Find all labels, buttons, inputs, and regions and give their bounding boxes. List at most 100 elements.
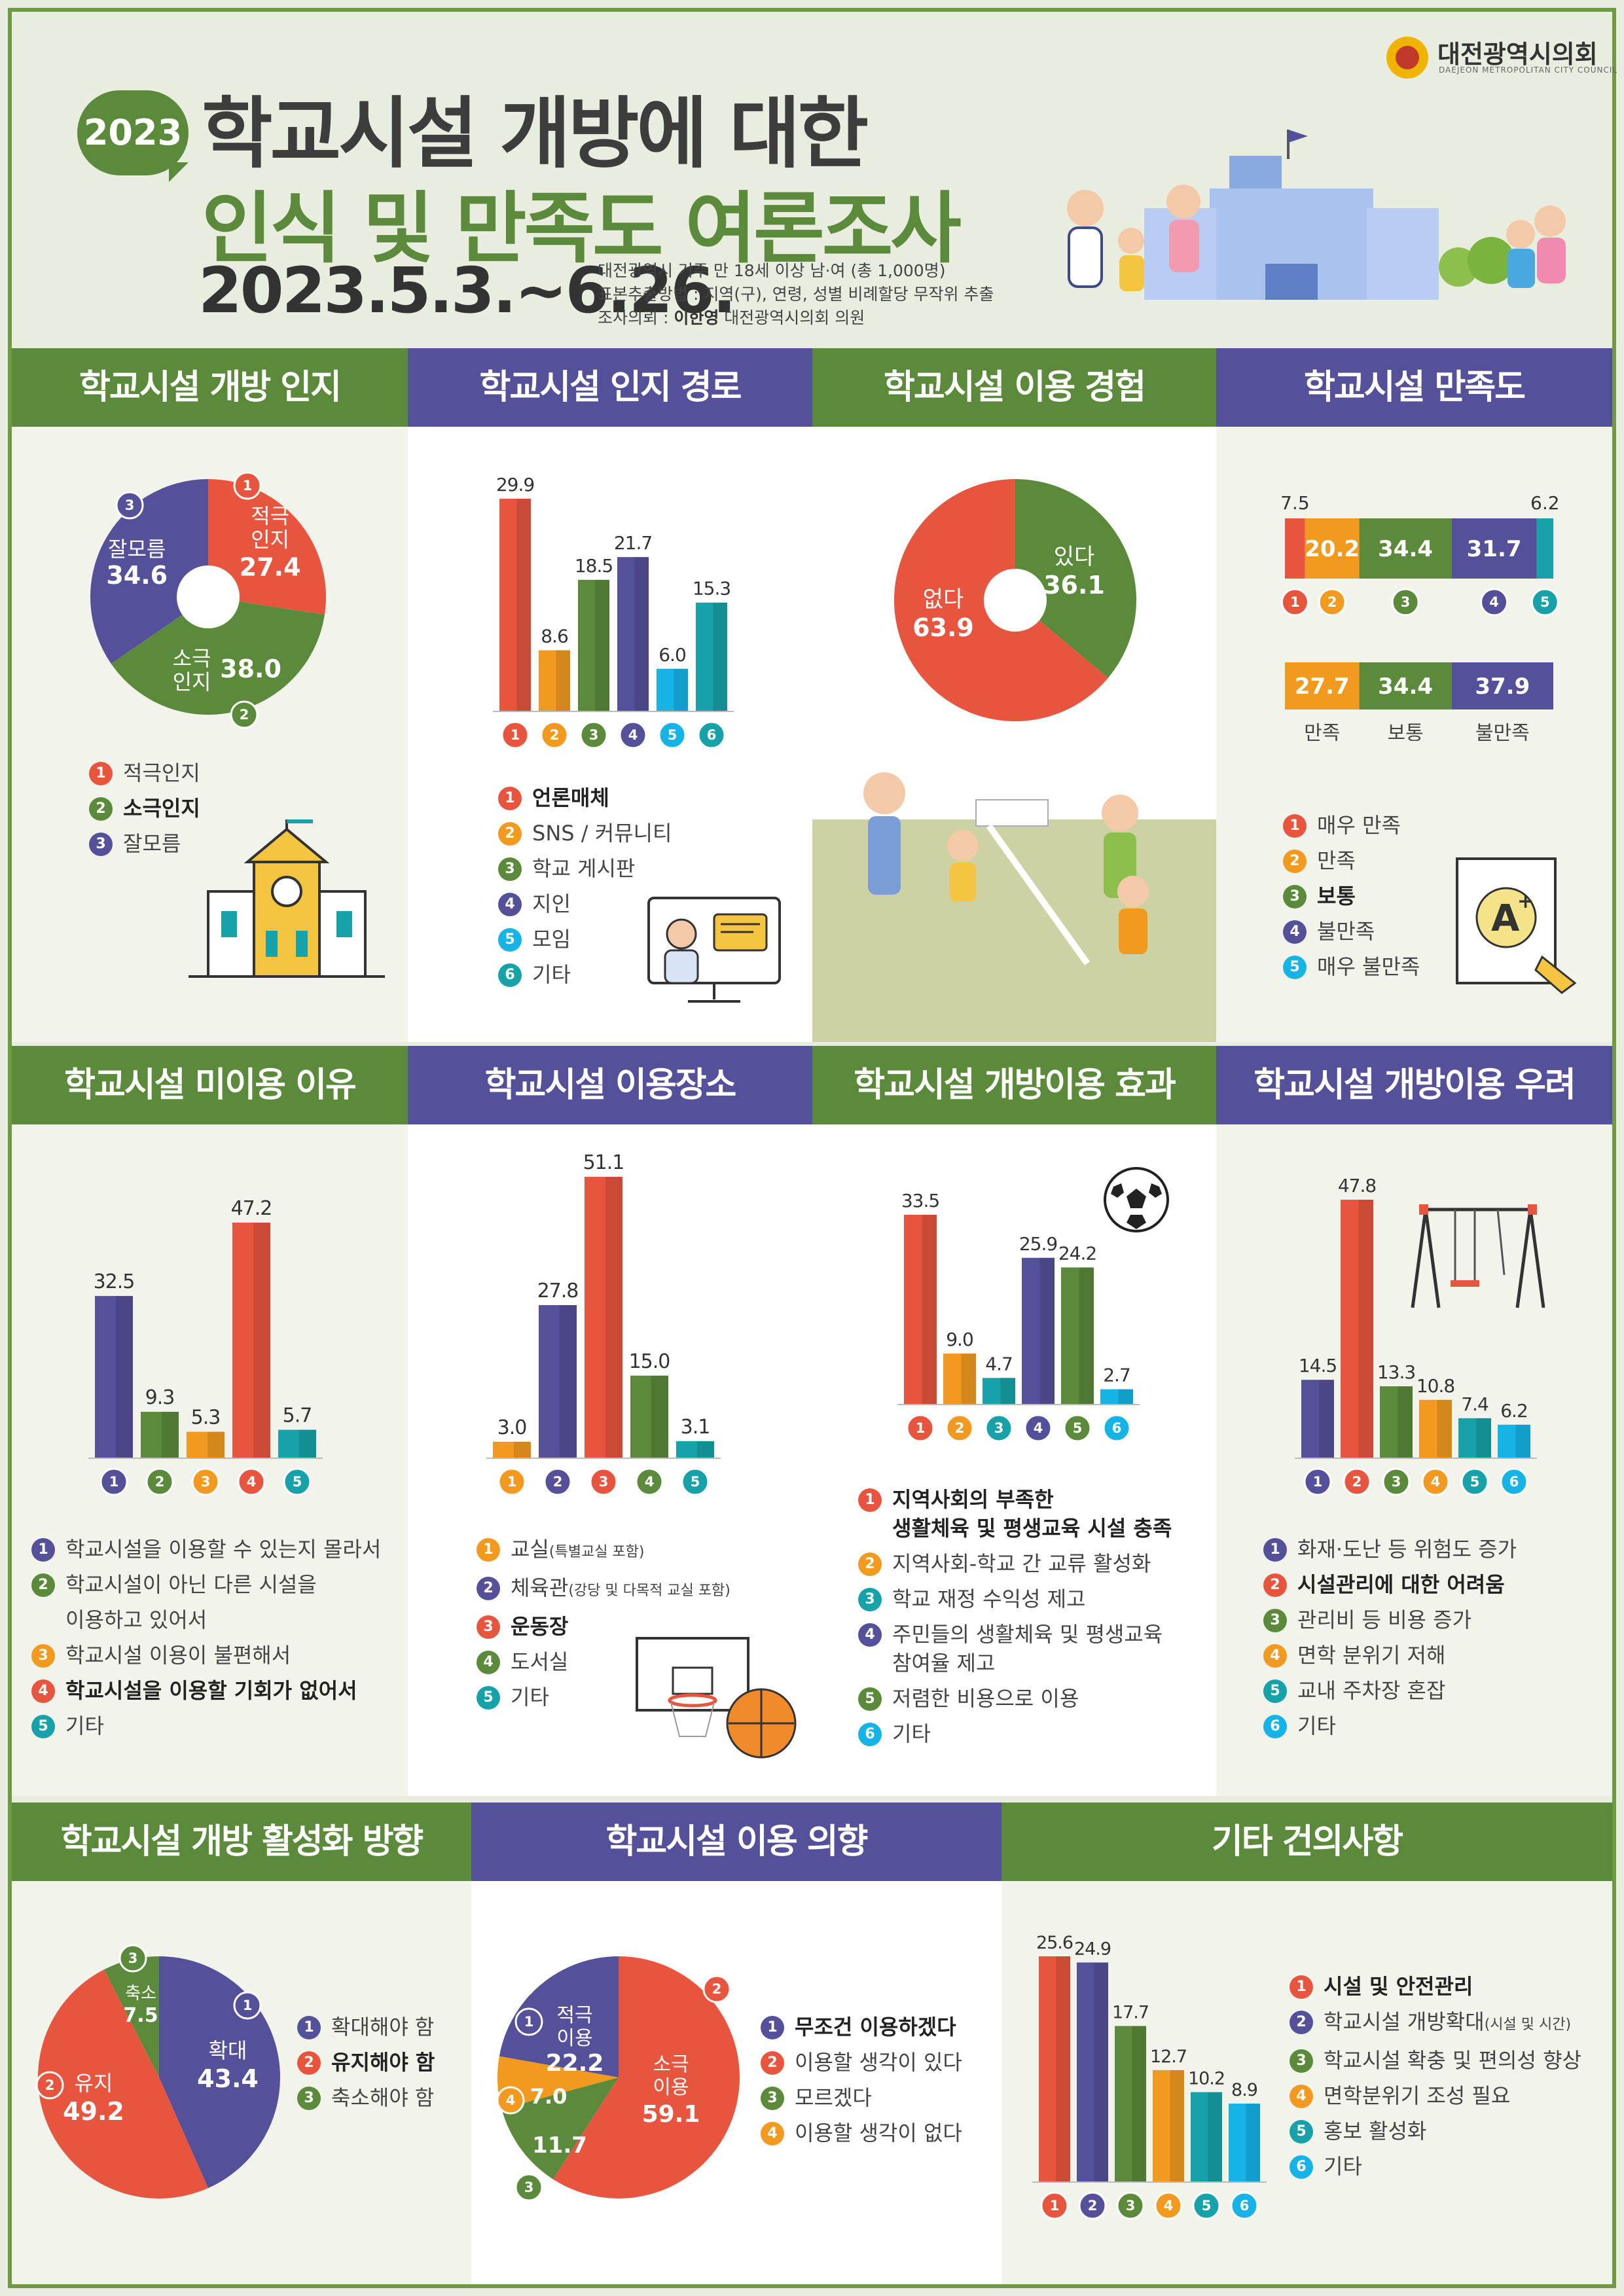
legend-label: 화재·도난 등 위험도 증가 [1297, 1537, 1517, 1562]
category-badge-circle [1116, 2191, 1145, 2220]
bar [585, 1177, 623, 1458]
category-badge-number: 4 [247, 1474, 257, 1490]
bar-shade [1319, 1380, 1334, 1458]
category-badge-number: 1 [1050, 2198, 1060, 2214]
legend-label: 매우 불만족 [1317, 954, 1420, 979]
pie-hole [177, 565, 240, 628]
slice-badge-number: 3 [128, 1950, 138, 1966]
pie-slice [104, 1956, 159, 2077]
category-badge-circle [1421, 1467, 1450, 1496]
category-badge-circle [579, 721, 608, 749]
bar-value-label: 24.2 [1058, 1243, 1096, 1265]
legend-label: 불만족 [1317, 919, 1375, 944]
legend-label: 이용할 생각이 없다 [795, 2121, 962, 2145]
page-frame [8, 8, 1616, 2288]
legend-label: 학교시설을 이용할 기회가 없어서 [65, 1678, 357, 1703]
legend-item: 4 이용할 생각이 없다 [761, 2115, 962, 2151]
section-title-etc: 기타 건의사항 [1001, 1803, 1612, 1881]
slice-badge-circle [115, 491, 144, 520]
category-badge-number: 2 [955, 1420, 965, 1436]
bar-shade [605, 1177, 623, 1458]
legend-item: 3 관리비 등 비용 증가 [1263, 1602, 1517, 1638]
bar-value-label: 6.0 [659, 644, 686, 666]
bar [1077, 1962, 1108, 2182]
bar-value-label: 14.5 [1299, 1355, 1337, 1376]
section-title-experience: 학교시설 이용 경험 [812, 348, 1216, 427]
pie-slice [111, 597, 325, 715]
pie-slice [1015, 479, 1136, 678]
segment-category-label: 만족 [1304, 722, 1340, 741]
meta-sample: 대전광역시 거주 만 18세 이상 남·여 (총 1,000명) [598, 261, 946, 280]
legend-item: 3 학교 재정 수익성 제고 [858, 1581, 1172, 1617]
pie-label: 없다 [923, 586, 964, 613]
legend-item: 4 불만족 [1283, 914, 1420, 949]
category-badge-circle [945, 1414, 974, 1443]
pie-value: 22.2 [546, 2050, 604, 2077]
legend-number: 3 [477, 1615, 500, 1639]
legend-label: 소극인지 [123, 796, 200, 821]
category-badge-number: 6 [1240, 2198, 1250, 2214]
bar-value-label: 9.0 [946, 1329, 973, 1350]
bar-value-label: 18.5 [575, 555, 613, 577]
slice-badge-number: 1 [243, 1998, 253, 2013]
effect-legend: 1 지역사회의 부족한 생활체육 및 평생교육 시설 충족 2 지역사회-학교 간 … [858, 1482, 1172, 1751]
bar-value-label: 32.5 [94, 1270, 135, 1293]
category-badge-number: 5 [668, 727, 677, 743]
bar-value-label: 24.9 [1074, 1939, 1111, 1959]
legend-item: 참여율 제고 [858, 1645, 1172, 1681]
meta-method: 표본추출방법 : 지역(구), 연령, 성별 비례할당 무작위 추출 [598, 285, 994, 304]
category-badge-number: 6 [1509, 1474, 1519, 1490]
legend-label: 학교 게시판 [532, 856, 636, 881]
panel-awareness: 적극 인지 27.4 소극 인지 38.0 잘모름 34.6 1 2 3 1 적극인지 2 소극인지 3… [12, 427, 408, 1042]
meta-requester-rest: 대전광역시의회 의원 [719, 308, 865, 327]
bar-value-label: 13.3 [1377, 1361, 1415, 1383]
legend-item: 1 시설 및 안전관리 [1290, 1969, 1581, 2004]
section-title-direction: 학교시설 개방 활성화 방향 [12, 1803, 471, 1881]
bar [1341, 1200, 1373, 1458]
legend-number: 6 [1263, 1715, 1287, 1738]
legend-number: 1 [89, 762, 113, 785]
route-bar-chart: 29.9 1 8.6 2 18.5 3 21.7 4 6.0 5 15.3 6 [493, 474, 734, 749]
stacked-bar-segment [1285, 662, 1360, 709]
slice-badge-number: 2 [240, 707, 249, 723]
stacked-bar-segment [1536, 518, 1553, 579]
legend-number: 1 [1290, 1975, 1313, 1999]
bar [676, 1441, 714, 1458]
legend-item: 6 기타 [858, 1716, 1172, 1751]
panel-satisfaction: 7.5 1 20.2 2 34.4 3 31.7 4 6.2 5 27.7 만족 34.4 보통 37.9 불… [1216, 427, 1612, 1042]
bar [630, 1375, 668, 1458]
legend-item: 4 면학분위기 조성 필요 [1290, 2078, 1581, 2113]
legend-number: 4 [761, 2122, 784, 2145]
legend-label: 면학분위기 조성 필요 [1324, 2083, 1511, 2108]
bar-value-label: 15.3 [693, 578, 731, 600]
section-title-intent: 학교시설 이용 의향 [471, 1803, 1001, 1881]
category-badge-number: 2 [1088, 2198, 1098, 2214]
intent-legend: 1 무조건 이용하겠다 2 이용할 생각이 있다 3 모르겠다 4 이용할 생각이 없다 [761, 2009, 962, 2151]
pie-value: 43.4 [197, 2064, 259, 2093]
bar-shade [1000, 1378, 1015, 1405]
bar [904, 1215, 937, 1405]
bar-shade [961, 1354, 976, 1405]
bar-value-label: 8.6 [541, 626, 568, 647]
category-badge-circle [283, 1467, 312, 1496]
bar [1100, 1389, 1133, 1405]
video-monitor-icon [647, 897, 781, 1003]
category-badge-number: 2 [1352, 1474, 1362, 1490]
panel-nonuse: 32.5 1 9.3 2 5.3 3 47.2 4 5.7 5 1 학교시설을 이용할 수 있는지 … [12, 1124, 408, 1796]
category-badge-circle [681, 1467, 710, 1496]
swing-icon [1411, 1204, 1545, 1308]
legend-item: 1 무조건 이용하겠다 [761, 2009, 962, 2045]
segment-value-label: 6.2 [1530, 492, 1560, 514]
category-badge-circle [145, 1467, 174, 1496]
bar-shade [1398, 1386, 1413, 1458]
bar [539, 1305, 577, 1458]
bar [617, 557, 649, 711]
category-badge-number: 6 [1112, 1420, 1122, 1436]
pie-label: 잘모름 [108, 537, 166, 562]
bar-shade [1039, 1257, 1055, 1405]
legend-number: 1 [477, 1538, 500, 1562]
bar-shade [1170, 2070, 1184, 2182]
